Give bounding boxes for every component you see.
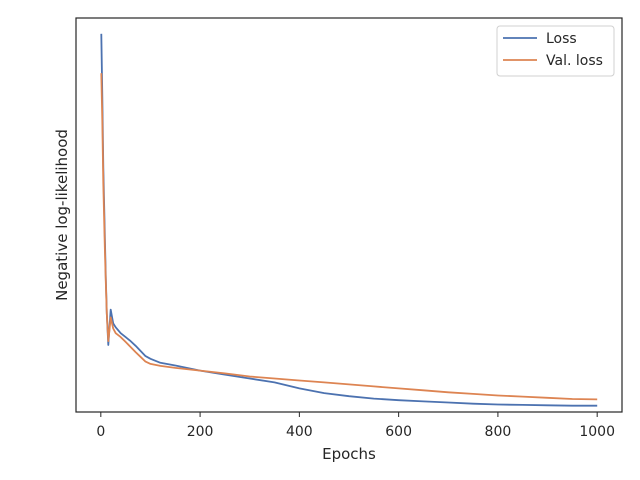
x-tick-label: 1000	[579, 424, 615, 440]
x-tick-label: 0	[96, 424, 105, 440]
x-tick-label: 600	[385, 424, 412, 440]
legend: Loss Val. loss	[496, 25, 615, 77]
x-axis-label: Epochs	[322, 445, 376, 463]
x-tick-label: 800	[485, 424, 512, 440]
x-ticks: 0 200 400 600 800 1000	[96, 412, 615, 440]
legend-label-loss: Loss	[546, 31, 577, 47]
series-line-val-loss	[100, 73, 598, 401]
plot-area	[75, 17, 623, 413]
y-axis-label: Negative log-likelihood	[53, 129, 71, 301]
series-layer	[100, 33, 598, 407]
legend-label-val-loss: Val. loss	[546, 53, 603, 69]
x-tick-label: 200	[187, 424, 214, 440]
x-tick-label: 400	[286, 424, 313, 440]
